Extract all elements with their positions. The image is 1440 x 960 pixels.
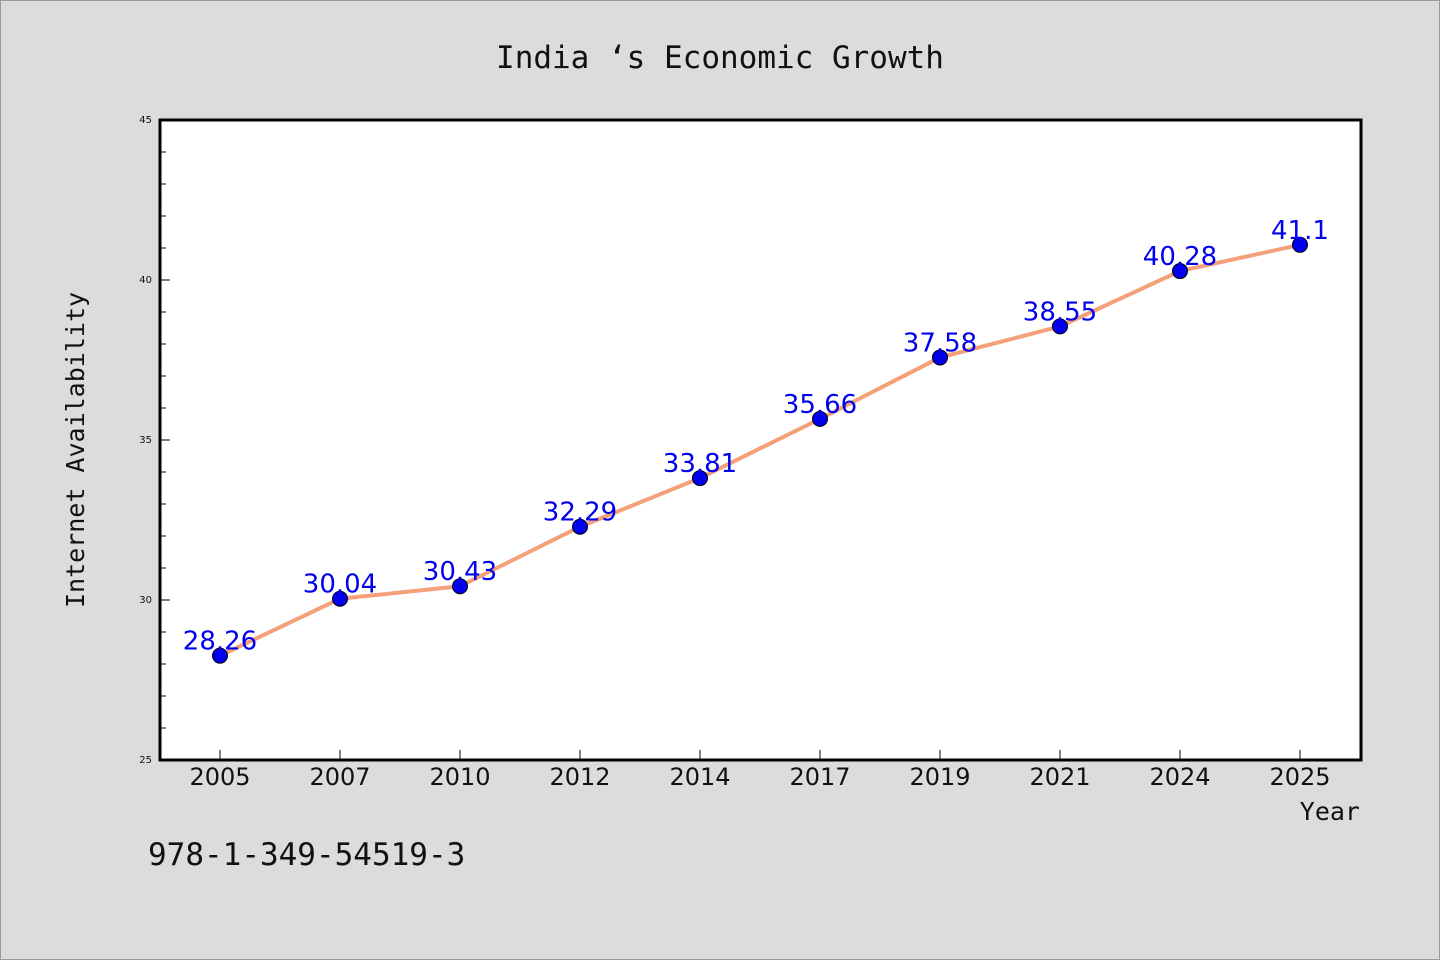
data-label: 38.55 <box>1023 297 1097 327</box>
x-tick-label: 2024 <box>1149 763 1210 791</box>
data-point <box>1052 318 1068 335</box>
x-tick-label: 2007 <box>309 763 370 791</box>
data-point <box>812 410 828 427</box>
y-tick-label: 30 <box>139 595 152 606</box>
plot-area <box>158 118 1363 762</box>
data-label: 28.26 <box>183 627 257 657</box>
y-tick-label: 35 <box>139 435 152 446</box>
x-tick-label: 2025 <box>1269 763 1330 791</box>
data-label: 41.1 <box>1271 216 1329 246</box>
y-tick-label: 40 <box>139 275 152 286</box>
x-tick-label: 2014 <box>669 763 730 791</box>
data-point <box>212 647 228 664</box>
x-tick-label: 2010 <box>429 763 490 791</box>
data-point <box>452 578 468 595</box>
series-line <box>218 242 1302 658</box>
data-label: 40.28 <box>1143 242 1217 272</box>
footnote-isbn: 978-1-349-54519-3 <box>148 837 465 873</box>
data-point <box>572 518 588 535</box>
x-tick-label: 2005 <box>189 763 250 791</box>
data-point <box>692 470 708 487</box>
x-tick-label: 2017 <box>789 763 850 791</box>
data-point <box>332 590 348 607</box>
data-label: 33.81 <box>663 449 737 479</box>
data-label: 32.29 <box>543 498 617 528</box>
chart-title: India ‘s Economic Growth <box>496 40 944 76</box>
data-label: 30.04 <box>303 570 377 600</box>
y-axis: 25 30 35 40 45 <box>139 115 170 766</box>
data-label: 37.58 <box>903 328 977 358</box>
data-point <box>1172 263 1188 280</box>
data-point <box>1292 236 1308 253</box>
x-axis: 2005 2007 2010 2012 2014 2017 2019 2021 2024 2025 <box>189 750 1331 791</box>
y-tick-label: 25 <box>139 755 152 766</box>
data-label: 30.43 <box>423 557 497 587</box>
series-line-group: 28.26 30.04 30.43 32.29 33.81 35.66 37.58 38.55… <box>183 216 1329 664</box>
x-axis-label: Year <box>1300 797 1360 826</box>
data-label: 35.66 <box>783 390 857 420</box>
x-tick-label: 2012 <box>549 763 610 791</box>
x-tick-label: 2021 <box>1029 763 1090 791</box>
x-tick-label: 2019 <box>909 763 970 791</box>
y-tick-label: 45 <box>139 115 152 126</box>
data-point <box>932 349 948 366</box>
y-axis-label: Internet Availability <box>61 292 90 608</box>
